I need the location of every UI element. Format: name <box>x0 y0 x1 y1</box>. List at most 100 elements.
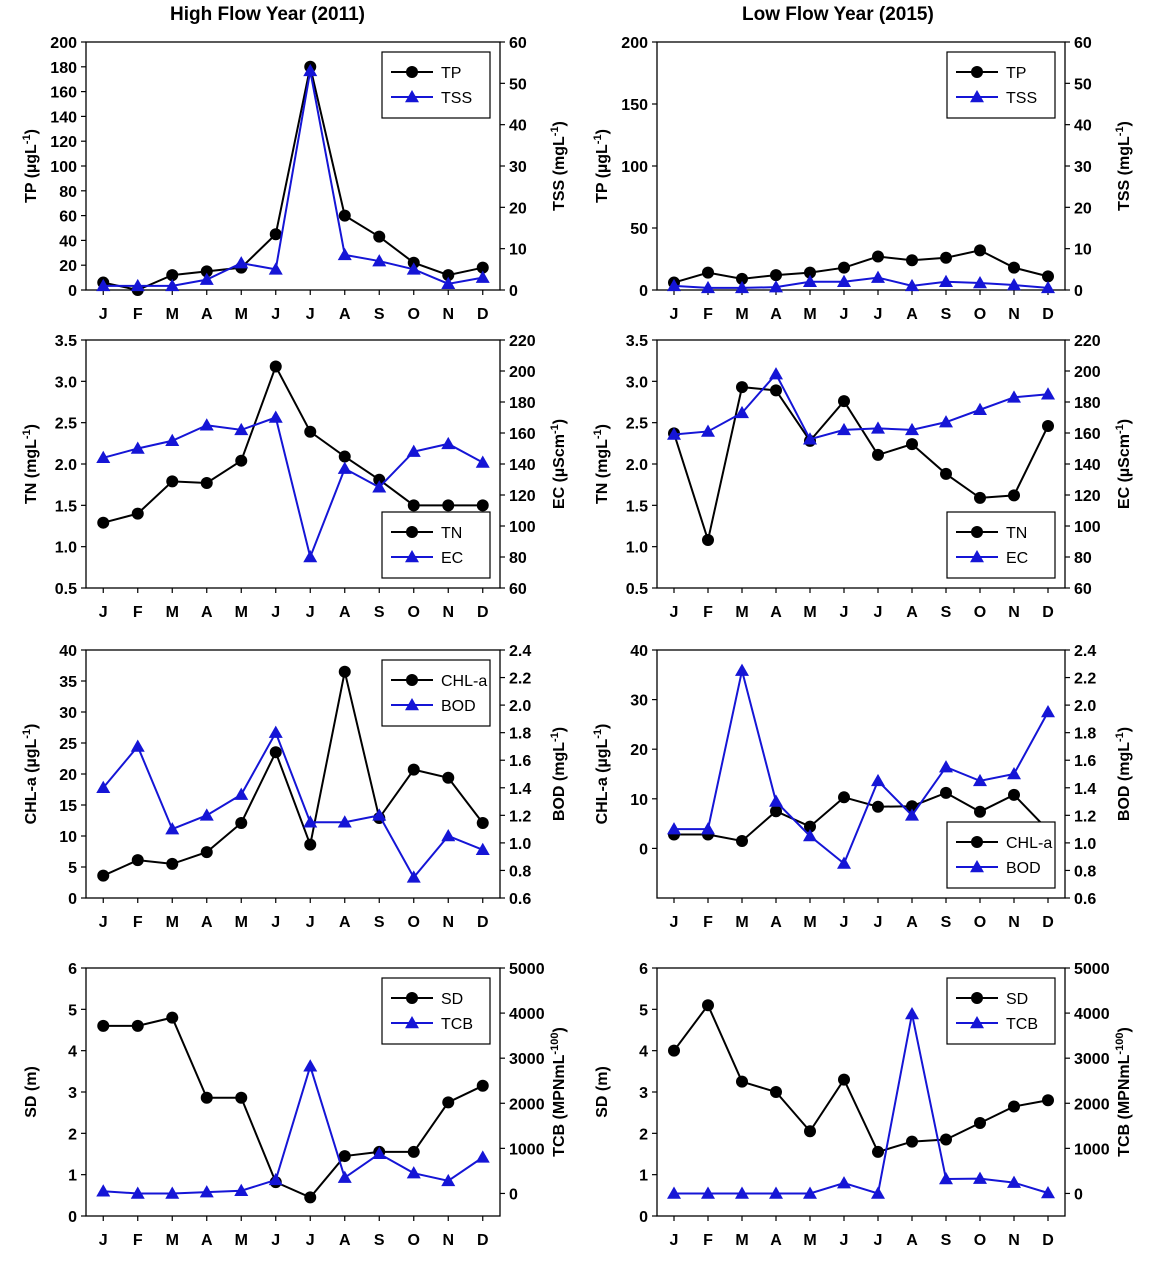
right-tick-label: 1.8 <box>1074 726 1096 743</box>
data-point-sd <box>235 1091 248 1104</box>
x-tick-label: O <box>974 1232 986 1249</box>
left-tick-label: 1.0 <box>55 540 77 557</box>
data-point-chl-a <box>338 665 351 678</box>
data-point-bod <box>905 808 919 821</box>
legend-label-bod: BOD <box>441 698 476 715</box>
right-tick-label: 0.6 <box>1074 891 1096 908</box>
data-point-sd <box>974 1117 986 1129</box>
data-point-tss <box>905 278 919 292</box>
right-tick-label: 1.4 <box>1074 781 1096 798</box>
right-tick-label: 0.6 <box>509 891 531 908</box>
x-tick-label: F <box>703 604 713 621</box>
data-point-tn <box>131 507 144 520</box>
data-point-tn <box>702 534 714 547</box>
x-tick-label: J <box>874 306 883 323</box>
right-tick-label: 140 <box>509 457 536 474</box>
data-point-ec <box>803 432 817 445</box>
data-point-sd <box>872 1145 884 1158</box>
data-point-ec <box>337 461 352 474</box>
x-tick-label: J <box>670 914 679 931</box>
left-tick-label: 6 <box>68 961 77 978</box>
data-point-tn <box>269 360 282 373</box>
legend-label-tn: TN <box>441 525 462 542</box>
left-tick-label: 20 <box>59 767 77 784</box>
legend-label-chl-a: CHL-a <box>441 673 487 690</box>
data-point-chl-a <box>97 869 110 882</box>
left-tick-label: 120 <box>50 134 77 151</box>
legend: TP TSS <box>381 51 491 119</box>
data-point-bod <box>939 760 953 773</box>
data-point-tss <box>667 278 681 292</box>
data-point-bod <box>337 815 352 828</box>
data-point-tp <box>269 228 282 241</box>
x-tick-label: J <box>99 914 108 931</box>
x-tick-label: D <box>477 1232 489 1249</box>
data-point-tn <box>736 381 748 394</box>
legend-box <box>381 977 491 1045</box>
left-tick-label: 5 <box>639 1002 648 1019</box>
data-point-tn <box>476 499 489 512</box>
right-tick-label: 2.0 <box>1074 698 1096 715</box>
right-tick-label: 50 <box>1074 76 1092 93</box>
x-tick-label: A <box>201 914 213 931</box>
x-tick-label: J <box>306 604 315 621</box>
x-tick-label: J <box>306 1232 315 1249</box>
right-tick-label: 1000 <box>1074 1141 1110 1158</box>
data-point-bod <box>803 829 817 842</box>
data-point-chl-a <box>131 854 144 867</box>
right-tick-label: 1.8 <box>509 726 531 743</box>
chart-panel-6: 0 10 20 30 40 0.6 0.8 1.0 1.2 1.4 1.6 1.8 2.0 2.2 2.4 J… <box>592 643 1133 931</box>
right-tick-label: 180 <box>509 395 536 412</box>
legend-label-sd: SD <box>1006 991 1028 1008</box>
right-tick-label: 2.0 <box>509 698 531 715</box>
data-point-sd <box>407 1145 420 1158</box>
x-tick-label: D <box>1042 306 1054 323</box>
chart-panel-3: 0.5 1.0 1.5 2.0 2.5 3.0 3.5 60 80 100 120 140 160 180… <box>21 333 568 621</box>
x-tick-label: O <box>408 604 420 621</box>
data-point-sd <box>304 1191 317 1204</box>
data-point-bod <box>268 725 283 738</box>
legend-marker-tcb <box>970 1016 984 1029</box>
legend-label-tp: TP <box>1006 65 1026 82</box>
data-point-tn <box>407 499 420 512</box>
x-tick-label: S <box>941 306 952 323</box>
series-line-tcb <box>674 1013 1049 1195</box>
data-point-tn <box>373 473 386 486</box>
x-tick-label: O <box>408 1232 420 1249</box>
series-line-bod <box>102 730 484 880</box>
data-point-tss <box>199 272 214 285</box>
legend-marker-tp <box>406 66 418 78</box>
y-axis-label-left: TP (µgL-1) <box>592 129 611 203</box>
data-point-tn <box>1008 489 1020 502</box>
data-point-tn <box>1042 419 1054 432</box>
legend-label-sd: SD <box>441 991 463 1008</box>
legend-marker-chl-a <box>971 836 983 848</box>
data-point-tn <box>906 438 918 451</box>
data-point-bod <box>372 808 387 821</box>
data-point-tss <box>939 274 953 287</box>
data-point-tcb <box>406 1166 421 1179</box>
right-tick-label: 160 <box>509 426 536 443</box>
x-tick-label: N <box>442 1232 454 1249</box>
data-point-bod <box>96 780 111 794</box>
data-point-tp <box>906 254 918 267</box>
data-point-tp <box>872 250 884 263</box>
left-tick-label: 60 <box>59 209 77 226</box>
right-tick-label: 1.0 <box>1074 836 1096 853</box>
data-point-sd <box>338 1150 351 1163</box>
left-tick-label: 3.5 <box>626 333 648 350</box>
data-point-tn <box>235 454 248 467</box>
data-point-ec <box>268 410 283 423</box>
data-point-tp <box>166 269 179 282</box>
data-point-ec <box>939 415 953 428</box>
x-tick-label: S <box>941 914 952 931</box>
data-point-sd <box>131 1019 144 1032</box>
data-point-ec <box>973 402 987 415</box>
left-tick-label: 0 <box>639 283 648 300</box>
data-point-ec <box>667 427 681 440</box>
data-point-chl-a <box>736 834 748 847</box>
left-tick-label: 5 <box>68 860 77 877</box>
data-point-tp <box>838 261 850 274</box>
data-point-tss <box>165 278 180 292</box>
legend-label-chl-a: CHL-a <box>1006 835 1052 852</box>
